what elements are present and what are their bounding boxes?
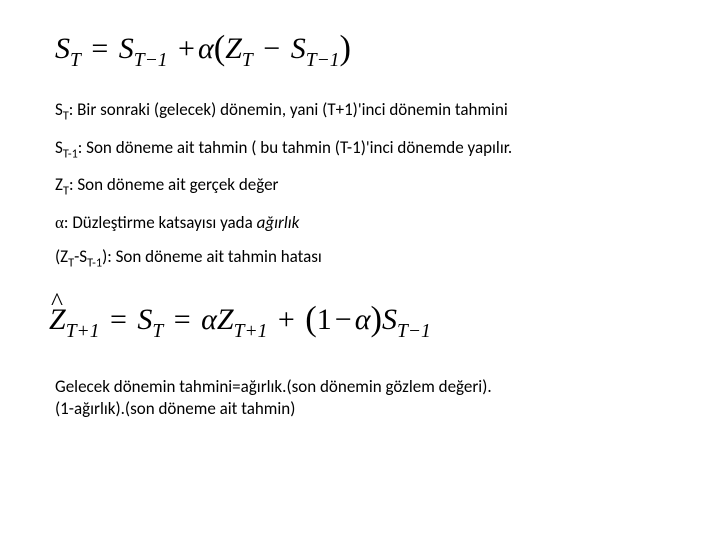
eq2-mid-sub: T — [152, 321, 163, 342]
eq2-alpha2: α — [355, 303, 371, 336]
def-1: ST: Bir sonraki (gelecek) dönemin, yani … — [55, 99, 665, 124]
summary-line2: (1-ağırlık).(son döneme ait tahmin) — [55, 398, 665, 419]
def5-sub2: T-1 — [87, 256, 102, 271]
equation-1: ST = ST−1 +α(ZT − ST−1) — [55, 32, 351, 65]
def4-txt-b: ağırlık — [257, 212, 300, 233]
eq1-in2-sub: T−1 — [306, 50, 340, 71]
eq1-in1-sub: T — [242, 50, 253, 71]
eq1-in2-var: S — [291, 32, 306, 65]
definitions-block: ST: Bir sonraki (gelecek) dönemin, yani … — [55, 99, 665, 271]
eq2-minus: − — [332, 303, 355, 336]
eq2-lhs-sub: T+1 — [66, 321, 100, 342]
def5-txt: : Son döneme ait tahmin hatası — [107, 246, 322, 267]
equation-1-block: ST = ST−1 +α(ZT − ST−1) — [55, 28, 665, 71]
def5-mid: -S — [74, 246, 87, 267]
summary-line1: Gelecek dönemin tahmini=ağırlık.(son dön… — [55, 376, 665, 397]
def1-sym: S — [55, 99, 63, 120]
eq2-alpha: α — [201, 303, 217, 336]
def2-sym: S — [55, 137, 63, 158]
eq2-eq-b: = — [171, 303, 194, 336]
def4-txt-a: : Düzleştirme katsayısı yada — [64, 212, 257, 233]
eq1-in1-var: Z — [225, 32, 242, 65]
def2-sub: T-1 — [63, 146, 78, 161]
eq1-paren-r: ) — [339, 29, 351, 67]
eq1-alpha: α — [198, 32, 214, 65]
def2-txt: : Son döneme ait tahmin ( bu tahmin (T-1… — [78, 137, 512, 158]
eq2-hatvar: Z — [49, 293, 66, 338]
eq2-plus: + — [275, 303, 298, 336]
def-2: ST-1: Son döneme ait tahmin ( bu tahmin … — [55, 137, 665, 162]
eq1-paren-l: ( — [214, 29, 226, 67]
eq2-t1var: Z — [217, 303, 234, 336]
eq2-paren-r: ) — [370, 300, 382, 338]
eq1-plus: + — [175, 32, 198, 65]
eq1-r1-var: S — [119, 32, 134, 65]
def3-txt: : Son döneme ait gerçek değer — [69, 174, 279, 195]
def5-pre: (Z — [55, 246, 68, 267]
eq2-paren-l: ( — [305, 300, 317, 338]
eq2-t2-sub: T−1 — [397, 321, 431, 342]
eq1-r1-sub: T−1 — [134, 50, 168, 71]
eq1-equals: = — [88, 32, 111, 65]
eq1-lhs-sub: T — [70, 50, 81, 71]
equation-2: ZT+1 = ST = αZT+1 + (1−α)ST−1 — [49, 303, 431, 336]
slide-content: ST = ST−1 +α(ZT − ST−1) ST: Bir sonraki … — [0, 0, 720, 540]
def3-sym: Z — [55, 174, 63, 195]
def1-txt: : Bir sonraki (gelecek) dönemin, yani (T… — [69, 99, 508, 120]
eq2-eq-a: = — [107, 303, 130, 336]
eq1-minus: − — [260, 32, 283, 65]
def-4: α: Düzleştirme katsayısı yada ağırlık — [55, 212, 665, 233]
eq2-one: 1 — [317, 303, 332, 336]
eq2-midvar: S — [137, 303, 152, 336]
equation-2-block: ZT+1 = ST = αZT+1 + (1−α)ST−1 — [49, 293, 665, 343]
summary-block: Gelecek dönemin tahmini=ağırlık.(son dön… — [55, 376, 665, 419]
eq2-t2var: S — [382, 303, 397, 336]
def-3: ZT: Son döneme ait gerçek değer — [55, 174, 665, 199]
def-5: (ZT-ST-1): Son döneme ait tahmin hatası — [55, 246, 665, 271]
eq1-lhs-var: S — [55, 32, 70, 65]
def4-sym: α — [55, 213, 64, 232]
eq2-t1-sub: T+1 — [234, 321, 268, 342]
